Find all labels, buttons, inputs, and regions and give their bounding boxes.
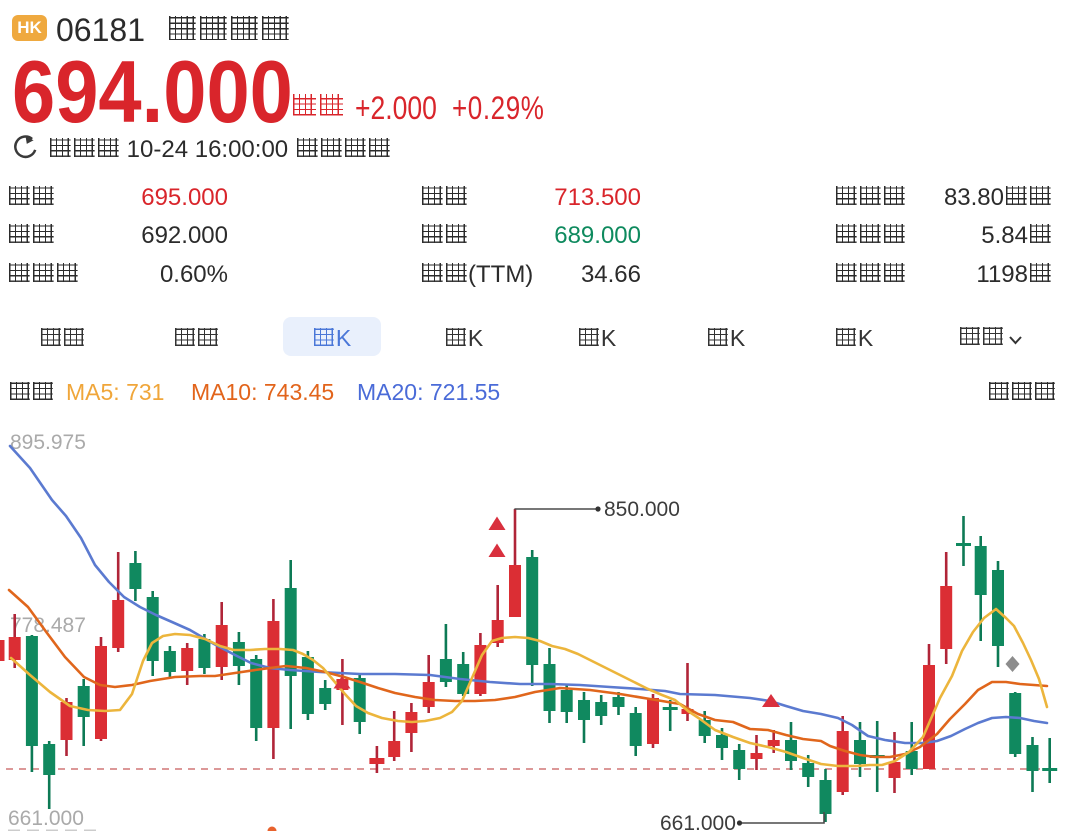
svg-text:895.975: 895.975	[10, 431, 86, 454]
svg-text:661.000: 661.000	[660, 812, 736, 831]
svg-text:778.487: 778.487	[10, 614, 86, 637]
svg-text:661.000: 661.000	[8, 807, 84, 830]
svg-text:850.000: 850.000	[604, 498, 680, 521]
